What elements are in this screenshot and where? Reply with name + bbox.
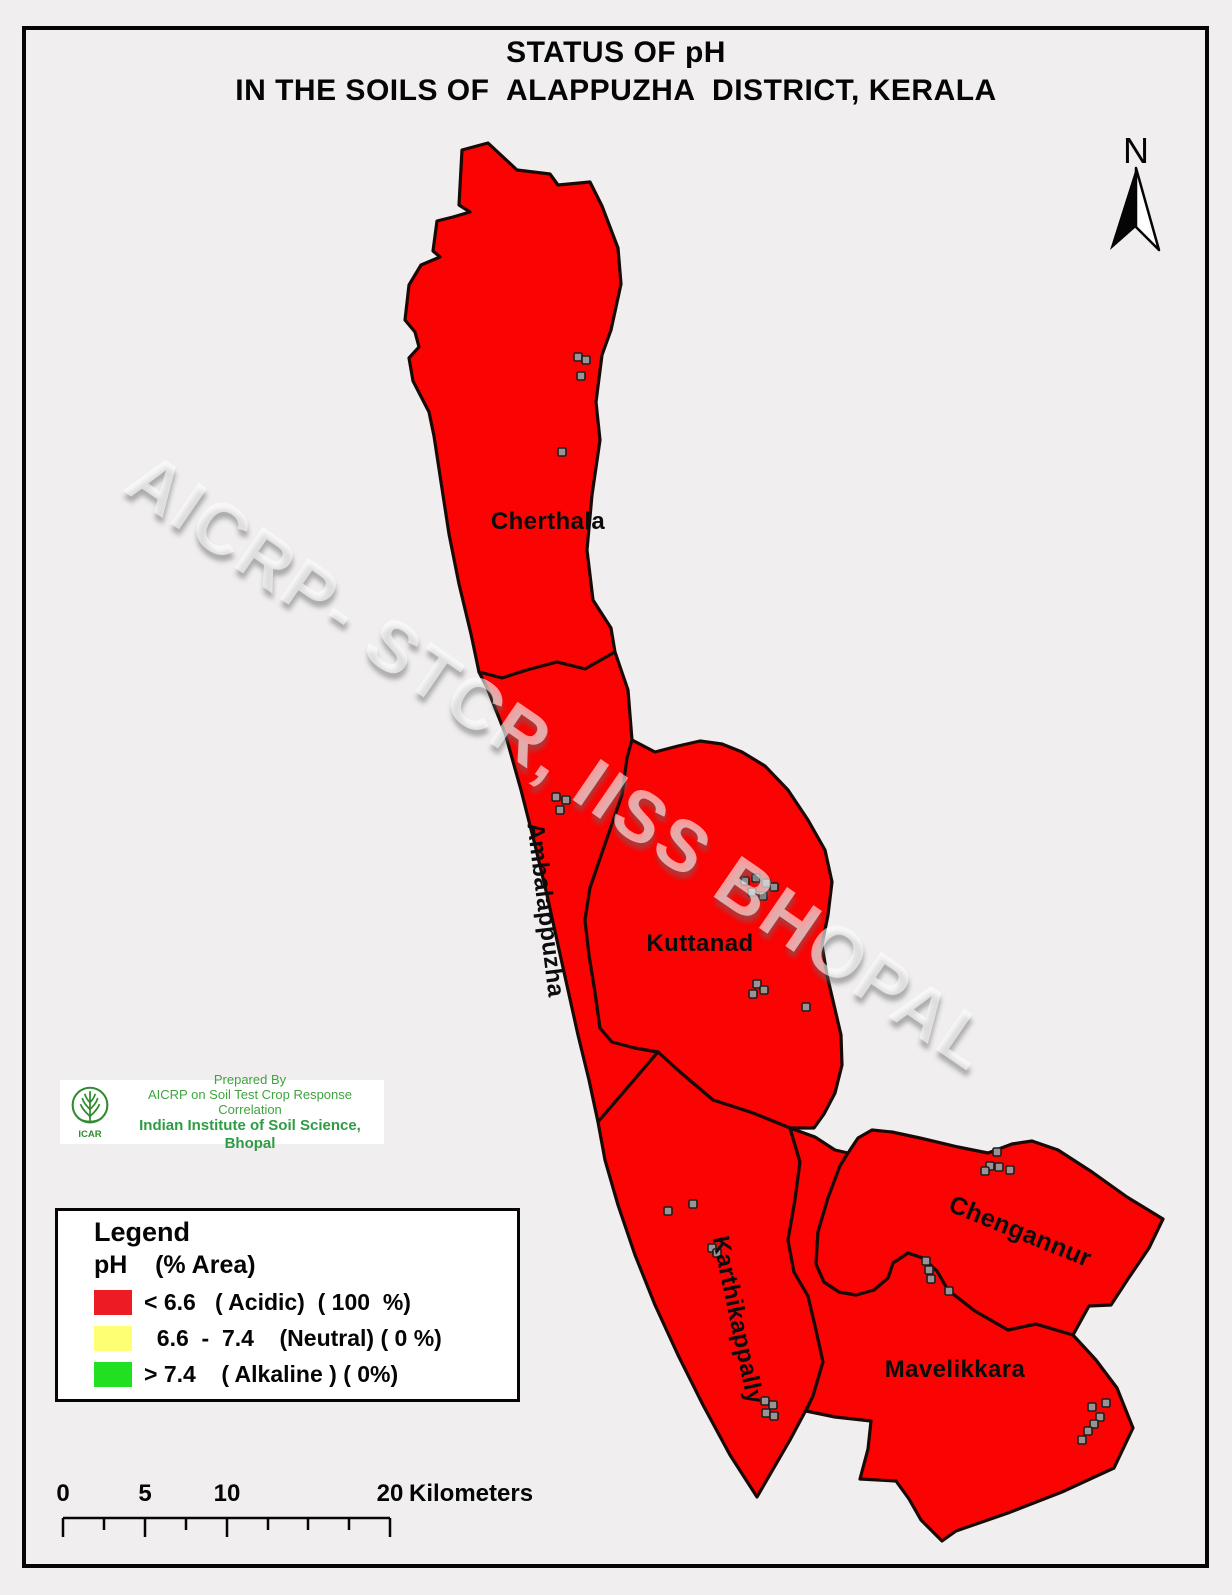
legend-swatch-neutral: [94, 1326, 132, 1351]
sample-point: [926, 1274, 936, 1284]
legend-subtitle: pH (% Area): [94, 1251, 256, 1279]
prepared-by-line3: Indian Institute of Soil Science, Bhopal: [139, 1116, 361, 1152]
region-label-kuttanad: Kuttanad: [646, 930, 754, 957]
sample-point: [557, 447, 567, 457]
sample-point: [769, 882, 779, 892]
sample-point: [688, 1199, 698, 1209]
sample-point: [740, 876, 750, 886]
legend-label-acidic: < 6.6 ( Acidic) ( 100 %): [144, 1289, 411, 1315]
map-title: STATUS OF pH IN THE SOILS OF ALAPPUZHA D…: [0, 34, 1232, 110]
sample-points-layer: [551, 352, 1111, 1445]
region-kuttanad: [583, 738, 844, 1130]
sample-point: [712, 1248, 722, 1258]
region-label-mavelikkara: Mavelikkara: [884, 1356, 1026, 1383]
sample-point: [1101, 1398, 1111, 1408]
sample-point: [992, 1147, 1002, 1157]
sample-point: [1087, 1402, 1097, 1412]
sample-point: [561, 795, 571, 805]
sample-point: [994, 1162, 1004, 1172]
icar-logo-label: ICAR: [78, 1129, 101, 1140]
icar-logo-icon: ICAR: [71, 1086, 109, 1140]
scale-label-10: 10: [213, 1480, 241, 1507]
scale-bar: [61, 1516, 392, 1537]
sample-point: [555, 805, 565, 815]
sample-point: [551, 792, 561, 802]
prepared-by-text: Prepared By AICRP on Soil Test Crop Resp…: [116, 1072, 384, 1153]
legend-box: Legend pH (% Area) < 6.6 ( Acidic) ( 100…: [55, 1208, 520, 1402]
prepared-by-box: ICAR Prepared By AICRP on Soil Test Crop…: [60, 1072, 384, 1152]
region-cherthala: [403, 141, 623, 680]
sample-point: [747, 887, 757, 897]
sample-point: [1089, 1419, 1099, 1429]
legend-title: Legend: [94, 1217, 191, 1247]
sample-point: [921, 1256, 931, 1266]
legend-swatch-alkaline: [94, 1362, 132, 1387]
title-line-1: STATUS OF pH: [506, 36, 726, 69]
sample-point: [980, 1166, 990, 1176]
legend-swatch-acidic: [94, 1290, 132, 1315]
region-label-cherthala: Cherthala: [490, 508, 606, 535]
legend-row-neutral: 6.6 - 7.4 (Neutral) ( 0 %): [94, 1325, 517, 1352]
sample-point: [581, 355, 591, 365]
legend-label-neutral: 6.6 - 7.4 (Neutral) ( 0 %): [144, 1325, 442, 1351]
sample-point: [573, 352, 583, 362]
sample-point: [751, 873, 761, 883]
sample-point: [1005, 1165, 1015, 1175]
sample-point: [748, 989, 758, 999]
sample-point: [752, 979, 762, 989]
sample-point: [1095, 1412, 1105, 1422]
sample-point: [759, 985, 769, 995]
sample-point: [663, 1206, 673, 1216]
scale-label-5: 5: [138, 1480, 152, 1507]
legend-row-acidic: < 6.6 ( Acidic) ( 100 %): [94, 1289, 517, 1316]
north-arrow-icon: N: [1110, 130, 1161, 252]
sample-point: [768, 1400, 778, 1410]
prepared-by-line2: AICRP on Soil Test Crop Response Correla…: [147, 1086, 352, 1117]
north-label: N: [1123, 130, 1149, 171]
prepared-by-line1: Prepared By: [213, 1071, 287, 1087]
scale-unit-label: Kilometers: [409, 1480, 534, 1507]
legend-label-alkaline: > 7.4 ( Alkaline ) ( 0%): [144, 1361, 399, 1387]
sample-point: [801, 1002, 811, 1012]
sample-point: [1077, 1435, 1087, 1445]
legend-row-alkaline: > 7.4 ( Alkaline ) ( 0%): [94, 1361, 517, 1388]
sample-point: [924, 1265, 934, 1275]
sample-point: [576, 371, 586, 381]
region-chengannur: [814, 1128, 1165, 1337]
sample-point: [758, 891, 768, 901]
sample-point: [761, 1408, 771, 1418]
scale-label-20: 20: [376, 1480, 404, 1507]
sample-point: [1083, 1426, 1093, 1436]
sample-point: [944, 1286, 954, 1296]
title-line-2: IN THE SOILS OF ALAPPUZHA DISTRICT, KERA…: [235, 74, 997, 107]
sample-point: [769, 1411, 779, 1421]
scale-label-0: 0: [56, 1480, 70, 1507]
